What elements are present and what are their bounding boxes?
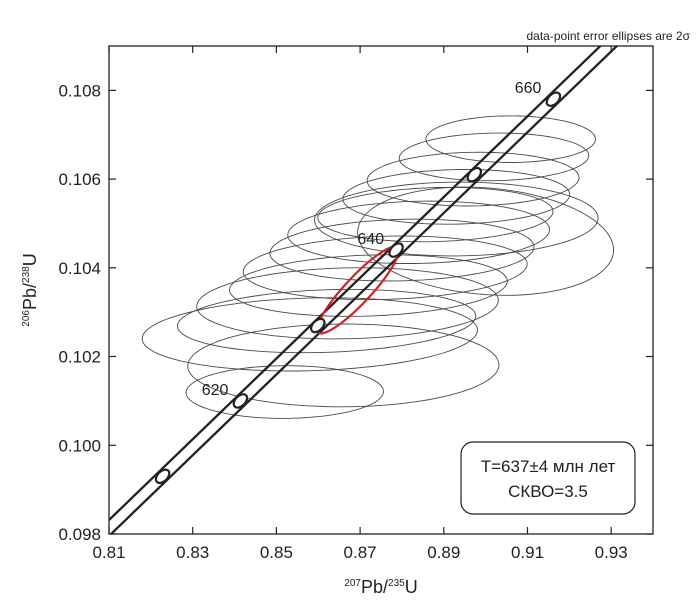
concordia-age-marker <box>545 91 562 107</box>
age-label-layer: 620 640 660 <box>202 80 542 399</box>
concordia-curve-upper <box>109 46 602 521</box>
y-tick-label: 0.098 <box>58 525 101 544</box>
plot-frame <box>108 45 654 535</box>
data-error-ellipse <box>196 267 499 340</box>
x-tick-label: 0.81 <box>92 543 125 562</box>
x-label-main: Pb/ <box>361 577 388 597</box>
x-label-sup: 207 <box>344 578 361 589</box>
result-box: T=637±4 млн лет СКВО=3.5 <box>460 441 636 515</box>
x-tick-label: 0.87 <box>344 543 377 562</box>
result-age-text: T=637±4 млн лет <box>481 457 616 476</box>
y-tick-label: 0.108 <box>58 81 101 100</box>
data-error-ellipse <box>398 132 590 182</box>
result-mswd-text: СКВО=3.5 <box>508 482 588 501</box>
concordia-age-marker <box>466 166 483 183</box>
data-error-ellipse <box>366 151 580 207</box>
y-tick-label: 0.100 <box>58 436 101 455</box>
data-error-ellipse <box>141 297 478 372</box>
concordia-age-label: 640 <box>357 231 384 248</box>
y-tick-label: 0.102 <box>58 348 101 367</box>
x-tick-label: 0.89 <box>427 543 460 562</box>
concordia-age-label: 620 <box>202 382 229 399</box>
x-tick-label: 0.83 <box>176 543 209 562</box>
concordia-curve-lower <box>109 46 619 534</box>
y-label-sup2: 238 <box>21 266 32 283</box>
concordia-age-label: 660 <box>515 80 542 97</box>
concordia-age-marker <box>388 242 404 258</box>
data-error-ellipse <box>229 254 508 317</box>
x-tick-label: 0.93 <box>595 543 628 562</box>
data-error-ellipse <box>269 218 535 282</box>
x-tick-label: 0.85 <box>260 543 293 562</box>
x-axis: 0.81 0.83 0.85 0.87 0.89 0.91 0.93 <box>92 46 628 562</box>
data-error-ellipse <box>185 365 384 419</box>
y-tick-label: 0.106 <box>58 170 101 189</box>
result-box-frame <box>460 441 636 515</box>
data-error-ellipse <box>425 115 596 163</box>
age-marker-layer <box>154 91 562 485</box>
x-axis-label: 207Pb/235U <box>344 577 417 597</box>
concordia-age-marker <box>310 317 326 334</box>
y-label-sup: 206 <box>21 310 32 327</box>
data-error-ellipse <box>242 235 528 301</box>
concordia-age-marker <box>154 468 171 485</box>
data-error-ellipse <box>314 181 599 257</box>
x-label-main2: U <box>405 577 418 597</box>
data-error-ellipse <box>187 323 500 408</box>
y-axis-label: 206Pb/238U <box>20 253 40 326</box>
x-label-sup2: 235 <box>388 578 405 589</box>
concordia-layer <box>109 46 619 534</box>
concordia-age-marker <box>232 393 249 409</box>
y-label-main2: U <box>20 253 40 266</box>
x-tick-label: 0.91 <box>511 543 544 562</box>
y-axis: 0.098 0.100 0.102 0.104 0.106 0.108 <box>58 81 653 544</box>
data-error-ellipse <box>176 288 477 354</box>
y-tick-label: 0.104 <box>58 259 101 278</box>
error-ellipse-note: data-point error ellipses are 2σ <box>527 29 691 43</box>
y-label-main: Pb/ <box>20 283 40 310</box>
